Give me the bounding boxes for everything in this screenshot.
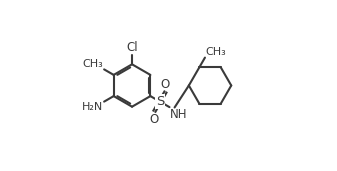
- Text: S: S: [156, 95, 164, 108]
- Text: Cl: Cl: [126, 41, 138, 54]
- Text: NH: NH: [170, 108, 187, 121]
- Text: H₂N: H₂N: [82, 102, 103, 113]
- Text: O: O: [161, 78, 170, 91]
- Text: O: O: [150, 113, 159, 126]
- Text: CH₃: CH₃: [83, 58, 103, 69]
- Text: CH₃: CH₃: [206, 47, 226, 57]
